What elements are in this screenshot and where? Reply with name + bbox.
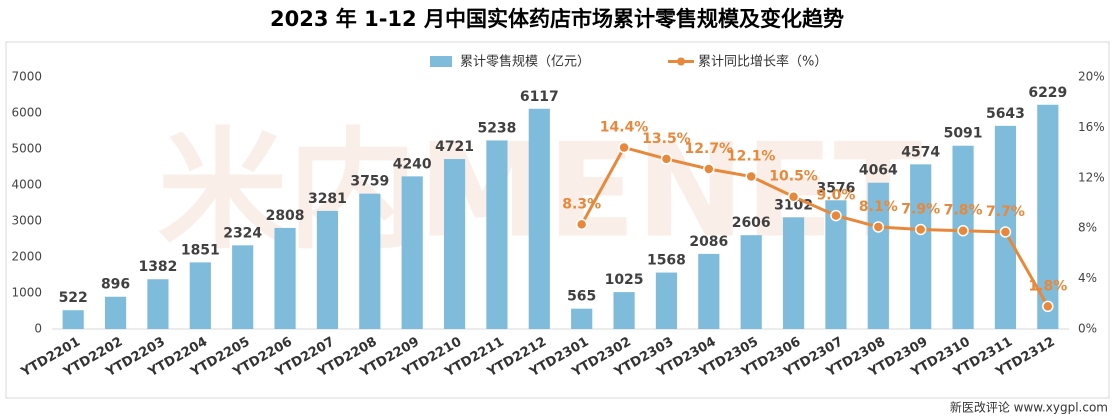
bar-label: 5643 (986, 106, 1025, 122)
legend-swatch (430, 56, 452, 67)
bar (486, 140, 508, 329)
bar (571, 308, 593, 329)
chart-title: 2023 年 1-12 月中国实体药店市场累计零售规模及变化趋势 (270, 7, 844, 31)
line-label: 7.8% (944, 203, 983, 219)
y-tick-label: 3000 (11, 214, 42, 228)
bar-label: 6229 (1028, 85, 1067, 101)
bar (910, 164, 932, 329)
y-tick-label: 2000 (11, 250, 42, 264)
y-tick-label: 1000 (11, 286, 42, 300)
bar-label: 2606 (732, 215, 771, 231)
bar (401, 176, 423, 329)
bar (952, 145, 974, 329)
bar-label: 1025 (605, 272, 644, 288)
bar-label: 5091 (944, 126, 983, 142)
bar (274, 227, 296, 329)
bar (655, 272, 678, 329)
line-point (660, 153, 673, 165)
footer: 新医改评论 www.xygpl.com (950, 400, 1108, 415)
y-tick-label: 0 (34, 322, 42, 336)
bar-label: 896 (101, 277, 130, 293)
bar-label: 4721 (435, 139, 474, 155)
legend-label: 累计零售规模（亿元） (460, 54, 590, 70)
line-label: 8.1% (859, 199, 898, 215)
bar-label: 3759 (350, 174, 389, 190)
line-point (914, 223, 927, 236)
y-tick-label: 6000 (11, 106, 42, 120)
bar-label: 1382 (138, 259, 177, 275)
line-label: 1.8% (1028, 278, 1067, 294)
line-point (872, 221, 885, 233)
bar (613, 292, 635, 329)
y2-tick-label: 0% (1078, 322, 1097, 336)
y-tick-label: 7000 (11, 70, 42, 84)
bar-label: 2808 (266, 208, 305, 224)
bar (104, 296, 127, 329)
legend-label: 累计同比增长率（%） (698, 54, 827, 70)
bar-label: 3576 (816, 180, 855, 196)
y-tick-label: 5000 (11, 142, 42, 156)
legend-swatch (677, 57, 685, 66)
line-label: 14.4% (600, 120, 649, 136)
bar-label: 522 (59, 290, 88, 306)
bar (147, 279, 169, 329)
line-point (575, 218, 588, 231)
bar-label: 2086 (689, 234, 728, 250)
y-tick-label: 4000 (11, 178, 42, 192)
line-label: 7.7% (986, 204, 1025, 220)
line-label: 7.9% (901, 201, 940, 217)
bar-label: 4064 (859, 163, 898, 179)
bar (443, 159, 466, 329)
bar (232, 245, 254, 329)
y2-tick-label: 16% (1078, 120, 1105, 134)
bar-label: 565 (567, 289, 596, 305)
y2-tick-label: 20% (1078, 70, 1105, 84)
line-label: 12.7% (685, 141, 734, 157)
bar (359, 193, 381, 329)
line-point (830, 209, 842, 222)
bar (1037, 104, 1059, 329)
bar (698, 253, 720, 329)
bar (316, 210, 339, 329)
line (580, 145, 1050, 308)
chart-frame (5, 41, 1110, 399)
bar-label: 1568 (647, 253, 686, 269)
bar (740, 235, 762, 329)
bar-label: 1851 (181, 242, 220, 258)
line-point (745, 170, 757, 183)
bar (867, 182, 889, 329)
line-label: 10.5% (769, 169, 818, 185)
bar-label: 2324 (223, 225, 262, 241)
line-label: 13.5% (642, 131, 691, 147)
line-point (787, 190, 800, 203)
bar-label: 3281 (308, 191, 347, 207)
bar (825, 200, 847, 329)
y2-tick-label: 12% (1078, 170, 1105, 184)
line-point (1042, 300, 1054, 313)
y2-tick-label: 8% (1078, 221, 1097, 235)
y2-tick-label: 4% (1078, 271, 1097, 285)
bar (62, 310, 84, 329)
bar (528, 108, 550, 330)
bar-label: 6117 (520, 89, 559, 105)
line-point (618, 141, 630, 154)
line-point (957, 224, 969, 237)
line-label: 8.3% (562, 196, 601, 212)
bar (189, 262, 211, 329)
line-label: 12.1% (727, 149, 776, 165)
bar-label: 4240 (393, 156, 432, 172)
bar-label: 4574 (901, 144, 940, 160)
bar (782, 217, 805, 329)
line-label: 9.0% (817, 188, 856, 204)
line-point (999, 226, 1012, 238)
line-point (703, 163, 715, 175)
bar-label: 5238 (477, 120, 516, 136)
